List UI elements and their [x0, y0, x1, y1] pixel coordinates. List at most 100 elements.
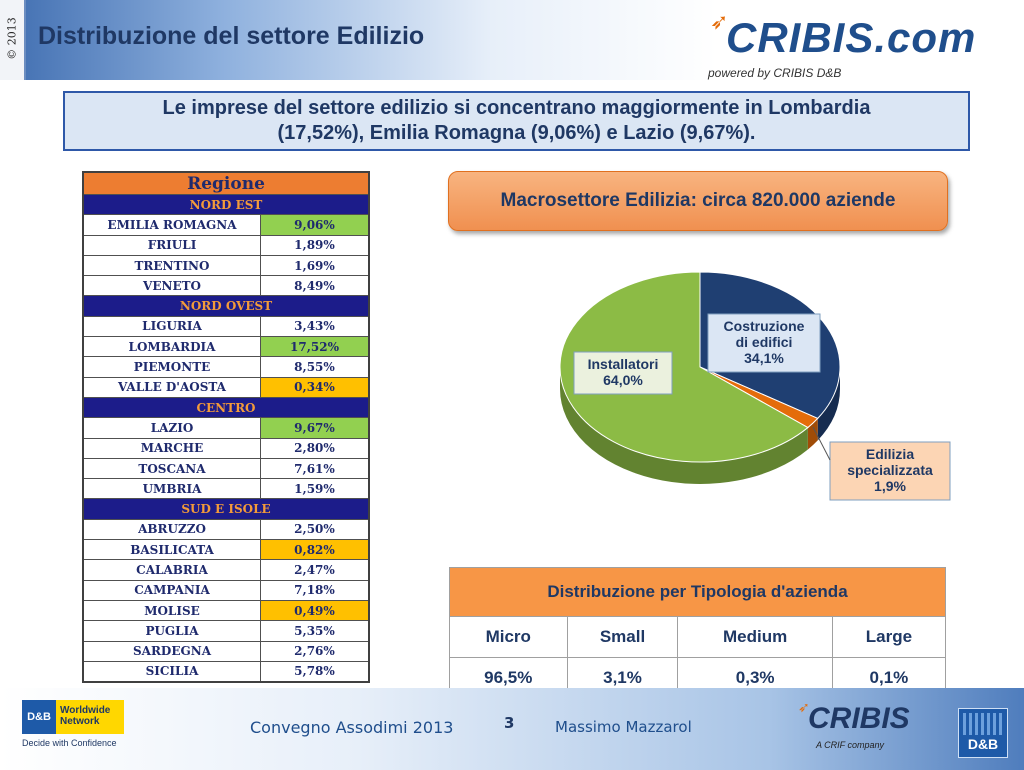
region-value: 5,35% [260, 620, 370, 642]
region-value: 2,47% [260, 559, 370, 581]
cribis-logo: ➶ CRIBIS.com powered by CRIBIS D&B [708, 8, 1008, 80]
summary-box: Le imprese del settore edilizio si conce… [63, 91, 970, 151]
region-row: SARDEGNA 2,76% [82, 640, 370, 662]
region-name: TOSCANA [82, 457, 261, 480]
region-name: FRIULI [82, 234, 261, 256]
region-value: 0,49% [260, 599, 370, 622]
region-group-label: NORD EST [82, 193, 370, 216]
region-value: 2,80% [260, 437, 370, 459]
region-group-label: NORD OVEST [82, 295, 370, 317]
region-value: 8,55% [260, 356, 370, 378]
region-row: MOLISE 0,49% [82, 599, 370, 622]
footer-author: Massimo Mazzarol [555, 718, 692, 736]
macro-banner: Macrosettore Edilizia: circa 820.000 azi… [448, 171, 948, 231]
worldwide-network-logo: D&B Worldwide Network [22, 700, 124, 734]
region-value: 0,34% [260, 376, 370, 398]
region-name: UMBRIA [82, 478, 261, 500]
pie-label-box [829, 441, 951, 501]
pie-label: Costruzione [724, 318, 805, 334]
pie-label: di edifici [736, 334, 793, 350]
region-group-label: CENTRO [82, 396, 370, 419]
footer-band [0, 688, 1024, 770]
region-name: BASILICATA [82, 539, 261, 561]
footer-event: Convegno Assodimi 2013 [250, 718, 454, 737]
region-group-label: SUD E ISOLE [82, 498, 370, 520]
dist-header-small: Small [566, 616, 679, 658]
summary-line-2: (17,52%), Emilia Romagna (9,06%) e Lazio… [277, 122, 756, 144]
region-name: VENETO [82, 275, 261, 297]
globe-dots-icon [963, 713, 1003, 735]
pie-label: 64,0% [603, 372, 643, 388]
region-row: VENETO 8,49% [82, 275, 370, 297]
side-tab: © 2013 [0, 0, 26, 80]
region-value: 7,61% [260, 457, 370, 480]
dist-header-medium: Medium [677, 616, 833, 658]
region-name: CALABRIA [82, 559, 261, 581]
header-band [0, 0, 1024, 80]
distribution-table: Distribuzione per Tipologia d'azienda Mi… [449, 567, 947, 699]
ww-tagline: Decide with Confidence [22, 738, 117, 748]
region-name: LOMBARDIA [82, 336, 261, 358]
region-name: EMILIA ROMAGNA [82, 214, 261, 236]
footer-crif: A CRIF company [816, 740, 885, 750]
region-name: MOLISE [82, 599, 261, 622]
brand-name: CRIBIS.com [726, 14, 977, 61]
region-row: LIGURIA 3,43% [82, 315, 370, 338]
region-name: PUGLIA [82, 620, 261, 642]
region-row: SICILIA 5,78% [82, 660, 370, 683]
summary-line-1: Le imprese del settore edilizio si conce… [162, 97, 871, 119]
region-value: 5,78% [260, 660, 370, 683]
region-value: 1,89% [260, 234, 370, 256]
region-value: 2,76% [260, 640, 370, 662]
pie-label: Installatori [588, 356, 659, 372]
footer-cribis-logo: ➶ CRIBIS A CRIF company [798, 700, 948, 762]
region-group-row: NORD EST [82, 193, 370, 216]
region-group-row: NORD OVEST [82, 295, 370, 317]
region-name: LAZIO [82, 417, 261, 439]
region-group-row: CENTRO [82, 396, 370, 419]
region-row: LAZIO 9,67% [82, 417, 370, 439]
region-row: CAMPANIA 7,18% [82, 579, 370, 601]
region-row: ABRUZZO 2,50% [82, 518, 370, 541]
dist-header-micro: Micro [449, 616, 568, 658]
db-logo-text: D&B [967, 736, 999, 752]
region-name: LIGURIA [82, 315, 261, 338]
region-name: CAMPANIA [82, 579, 261, 601]
region-table: Regione NORD EST EMILIA ROMAGNA 9,06% FRIULI… [82, 171, 370, 684]
dist-header-large: Large [831, 616, 947, 658]
region-value: 3,43% [260, 315, 370, 338]
ww-line-1: Worldwide [60, 705, 111, 716]
distribution-title: Distribuzione per Tipologia d'azienda [449, 567, 946, 617]
region-header-row: Regione [82, 171, 370, 195]
side-year: © 2013 [5, 17, 19, 60]
region-value: 2,50% [260, 518, 370, 541]
region-name: ABRUZZO [82, 518, 261, 541]
region-row: TOSCANA 7,61% [82, 457, 370, 480]
region-value: 17,52% [260, 336, 370, 358]
ww-db-mark: D&B [22, 700, 56, 734]
region-row: EMILIA ROMAGNA 9,06% [82, 214, 370, 236]
region-row: PIEMONTE 8,55% [82, 356, 370, 378]
region-row: PUGLIA 5,35% [82, 620, 370, 642]
region-row: TRENTINO 1,69% [82, 254, 370, 277]
region-row: LOMBARDIA 17,52% [82, 336, 370, 358]
ww-label: Worldwide Network [56, 700, 124, 734]
page-title: Distribuzione del settore Edilizio [38, 22, 425, 50]
pie-label-box [707, 313, 821, 373]
region-value: 9,06% [260, 214, 370, 236]
footer-brand: CRIBIS [808, 702, 910, 735]
ww-line-2: Network [60, 716, 100, 727]
pie-label: specializzata [847, 462, 933, 478]
region-row: CALABRIA 2,47% [82, 559, 370, 581]
region-header: Regione [82, 171, 370, 195]
region-group-row: SUD E ISOLE [82, 498, 370, 520]
region-row: VALLE D'AOSTA 0,34% [82, 376, 370, 398]
region-value: 8,49% [260, 275, 370, 297]
region-value: 1,59% [260, 478, 370, 500]
pie-slice [559, 271, 809, 463]
region-row: MARCHE 2,80% [82, 437, 370, 459]
region-value: 7,18% [260, 579, 370, 601]
region-row: BASILICATA 0,82% [82, 539, 370, 561]
region-value: 9,67% [260, 417, 370, 439]
